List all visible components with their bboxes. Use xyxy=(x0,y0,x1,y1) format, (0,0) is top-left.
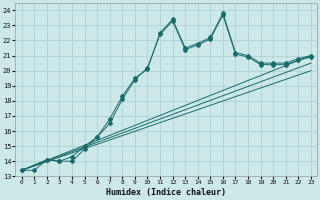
X-axis label: Humidex (Indice chaleur): Humidex (Indice chaleur) xyxy=(106,188,226,197)
